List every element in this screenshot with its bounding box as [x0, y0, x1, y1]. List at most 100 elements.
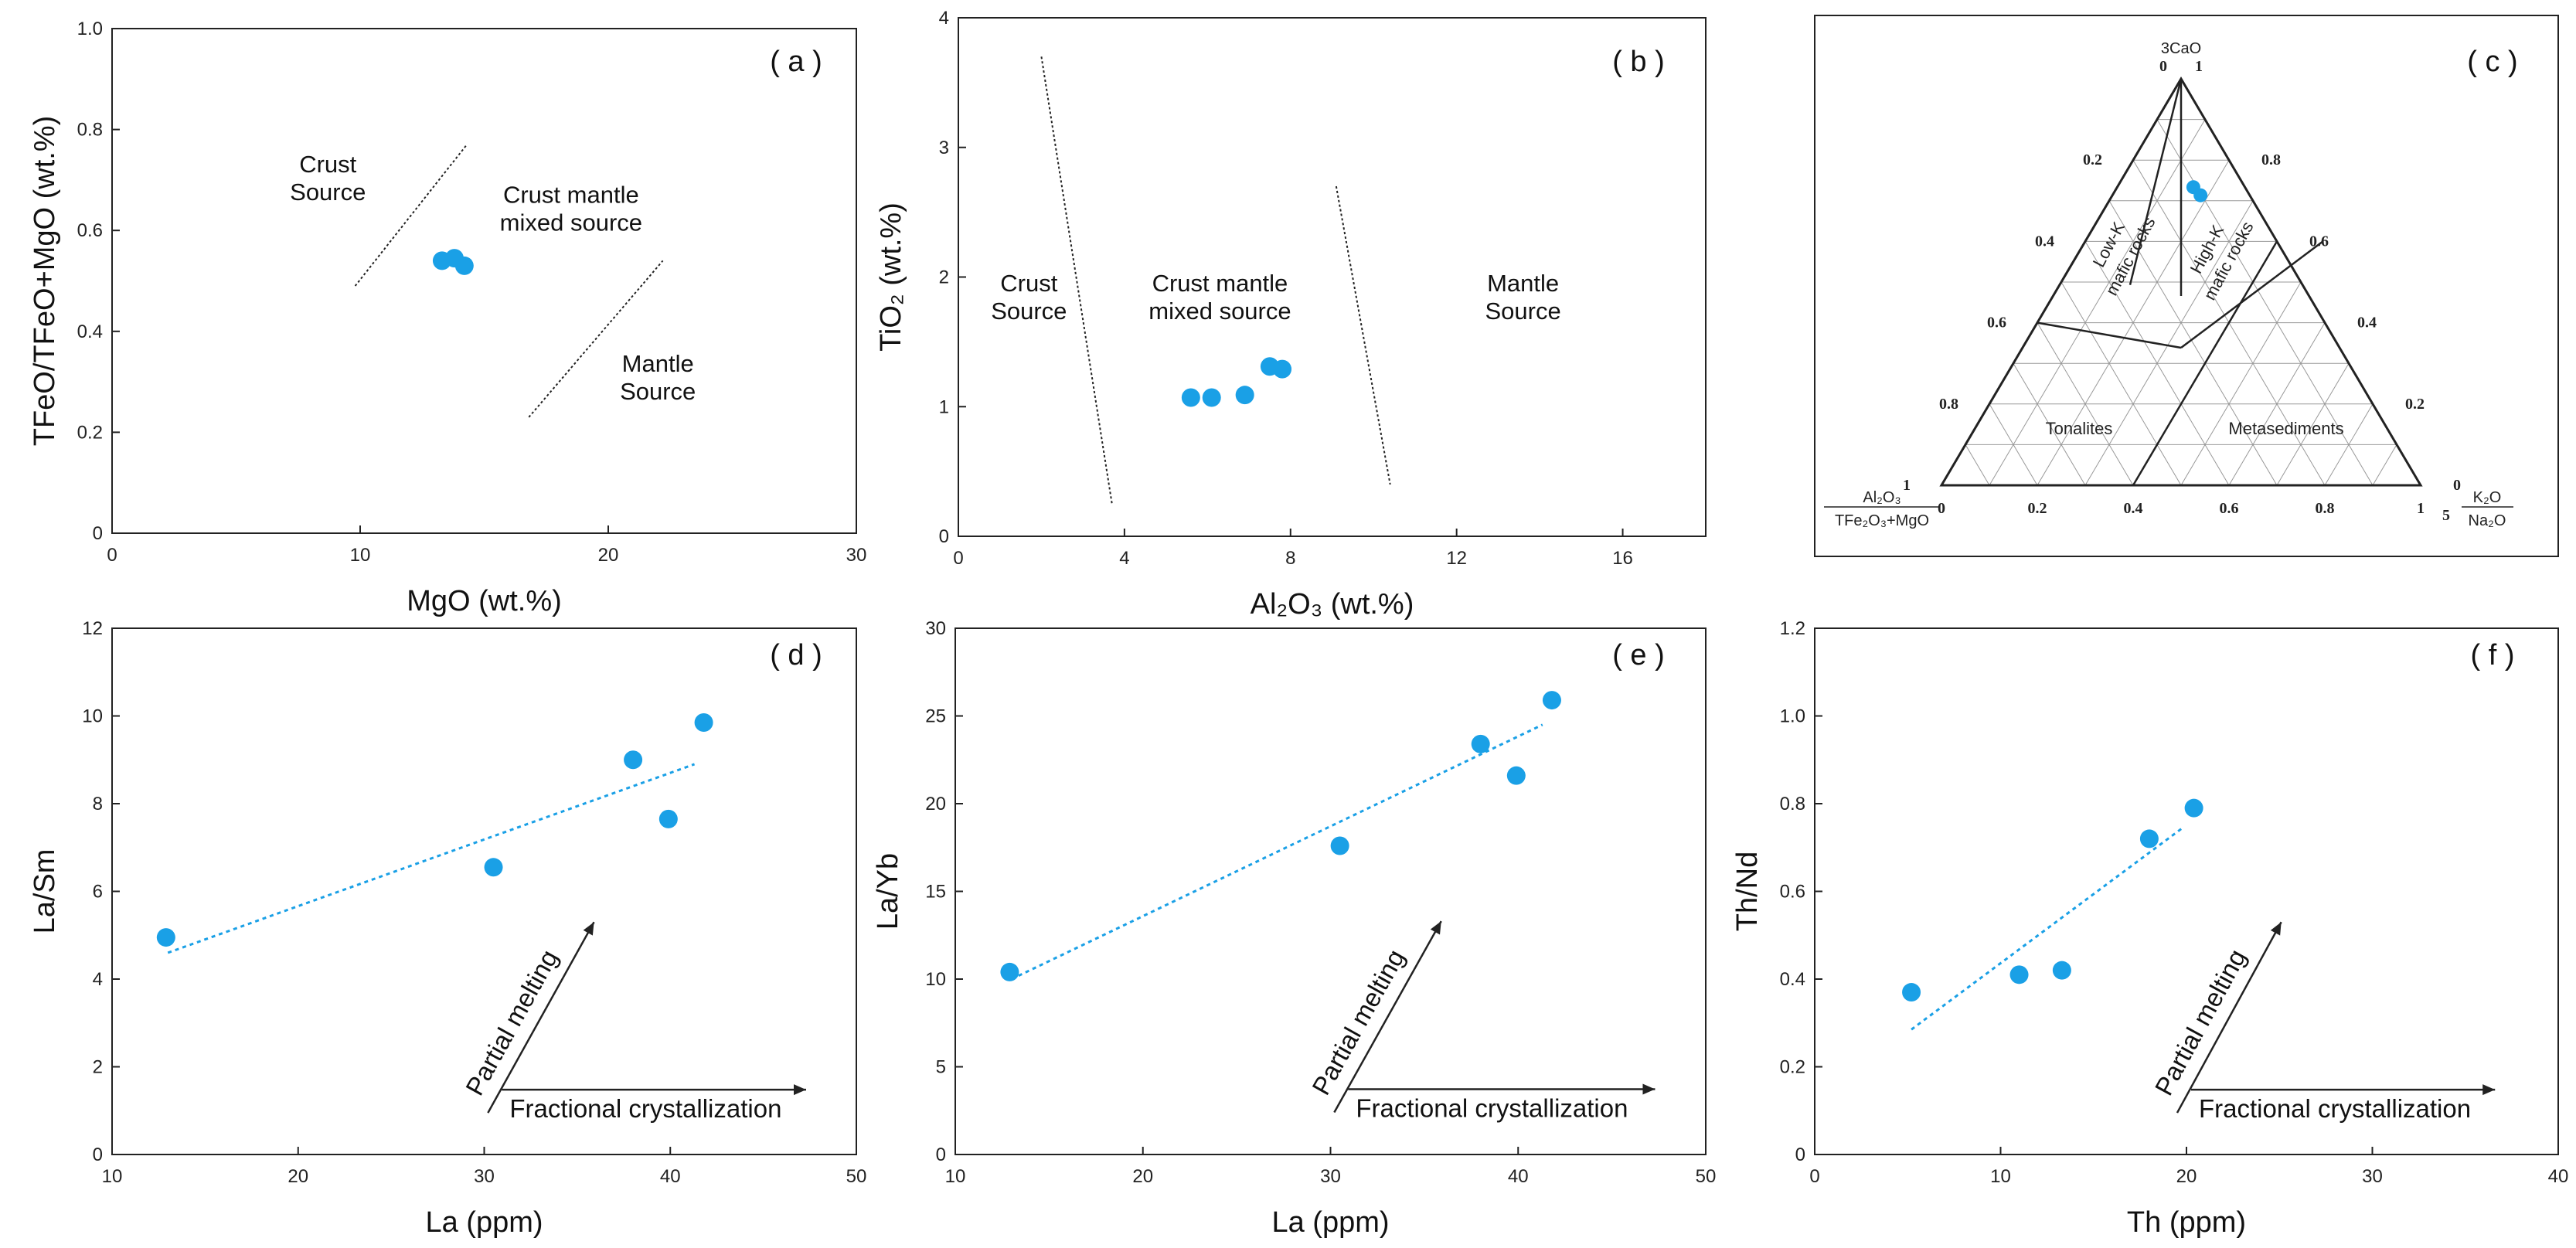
x-tick-label: 10 — [1990, 1166, 2011, 1187]
y-tick-label: 0.8 — [1780, 794, 1805, 814]
field-annotation-line: Mantle — [622, 350, 694, 377]
ternary-bottom-tick: 0.4 — [2124, 500, 2143, 517]
data-point — [1000, 962, 1019, 981]
field-annotation: Crust mantle mixed source — [500, 181, 642, 236]
data-point — [1235, 386, 1254, 405]
ternary-left-tick: 0.4 — [2035, 233, 2054, 250]
chart-panel-d: 10 20 30 40 50 0 2 4 6 8 10 12 La (ppm) La/Sm ( d ) Par… — [29, 618, 866, 1239]
x-tick-label: 20 — [2176, 1166, 2197, 1187]
field-annotation: Mantle Source — [620, 350, 696, 405]
x-tick-label: 30 — [474, 1166, 495, 1187]
fractional-crystallization-label: Fractional crystallization — [509, 1094, 781, 1123]
field-boundary-line — [354, 144, 468, 287]
partial-melting-label: Partial melting — [460, 945, 563, 1100]
x-tick-label: 50 — [846, 1166, 867, 1187]
trend-line — [1011, 723, 1543, 981]
data-point — [1202, 388, 1221, 407]
chart-panel-e: 10 20 30 40 50 0 5 10 15 20 25 30 La (ppm) La/Yb ( e )… — [872, 618, 1716, 1239]
x-tick-label: 30 — [1320, 1166, 1341, 1187]
partial-melting-label: Partial melting — [2149, 944, 2252, 1100]
data-point — [484, 858, 503, 877]
ternary-right-tick: 0.6 — [2309, 233, 2329, 250]
ternary-left-label-bottom: TFe₂O₃+MgO — [1835, 512, 1929, 529]
x-tick-label: 12 — [1446, 548, 1467, 569]
ternary-grid-line — [1965, 444, 1990, 486]
field-annotation-line: Crust mantle — [503, 181, 639, 208]
panel-label: ( c ) — [2467, 46, 2517, 78]
field-annotation: Crust mantle mixed source — [1148, 270, 1291, 325]
y-tick-label: 1.0 — [77, 19, 103, 39]
fractional-crystallization-arrowhead — [2482, 1084, 2496, 1096]
data-point — [2139, 829, 2159, 848]
x-tick-label: 40 — [2548, 1166, 2569, 1187]
ternary-divider — [2180, 240, 2324, 349]
data-point — [1506, 766, 1526, 785]
data-point — [658, 809, 678, 828]
data-point — [1902, 983, 1921, 1002]
y-tick-label: 4 — [939, 8, 949, 29]
field-annotation-line: Source — [620, 378, 696, 405]
ternary-bottom-tick: 0 — [1938, 500, 1945, 517]
y-tick-label: 0 — [93, 523, 103, 544]
ternary-divider — [2129, 78, 2183, 286]
y-tick-label: 4 — [93, 969, 103, 990]
ternary-grid-line — [2276, 362, 2350, 486]
y-axis-title: TiO₂ (wt.%) — [875, 202, 907, 352]
data-point — [454, 256, 474, 275]
field-annotation-line: Source — [290, 179, 366, 206]
ternary-right-label-prefix: 5 — [2442, 507, 2450, 524]
x-tick-label: 20 — [1132, 1166, 1153, 1187]
x-tick-label: 40 — [1508, 1166, 1529, 1187]
y-axis-title: La/Sm — [29, 849, 61, 934]
field-annotation: Crust Source — [290, 151, 366, 206]
y-tick-label: 15 — [925, 882, 946, 903]
partial-melting-label: Partial melting — [1306, 944, 1410, 1100]
plot-frame — [958, 17, 1707, 537]
field-tonalites-label: Tonalites — [2046, 419, 2113, 438]
chart-panel-a: 0 10 20 30 0 0.2 0.4 0.6 0.8 1.0 MgO (wt.%) TFeO/TF… — [29, 19, 866, 617]
ternary-right-tick: 0.4 — [2357, 315, 2377, 332]
y-axis-title: La/Yb — [872, 853, 904, 930]
field-boundary-line — [1335, 185, 1391, 485]
partial-melting-arrow — [1333, 920, 1442, 1114]
x-tick-label: 10 — [350, 545, 371, 566]
y-tick-label: 0.4 — [77, 321, 103, 342]
y-tick-label: 25 — [925, 706, 946, 727]
x-tick-label: 0 — [1809, 1166, 1819, 1187]
data-point — [2009, 965, 2029, 984]
partial-melting-arrowhead — [583, 922, 594, 936]
ternary-grid-line — [2084, 241, 2230, 486]
data-point — [2193, 188, 2208, 202]
ternary-apex-tick: 0 — [2159, 58, 2167, 75]
field-annotation-line: mixed source — [1148, 298, 1291, 325]
ternary-left-tick: 0.8 — [1939, 396, 1958, 413]
x-tick-label: 10 — [945, 1166, 966, 1187]
data-point — [1542, 691, 1561, 710]
ternary-grid-line — [2084, 200, 2254, 486]
panel-label: ( a ) — [770, 46, 822, 78]
ternary-right-tick: 0.8 — [2261, 151, 2281, 168]
x-tick-label: 20 — [598, 545, 619, 566]
ternary-left-label-top: Al₂O₃ — [1863, 489, 1901, 506]
x-tick-label: 30 — [2362, 1166, 2383, 1187]
data-point — [2052, 961, 2071, 980]
field-annotation-line: Source — [1485, 298, 1561, 325]
data-point — [2184, 798, 2203, 818]
field-annotation-line: Source — [991, 298, 1067, 325]
partial-melting-arrowhead — [1430, 921, 1441, 935]
ternary-bottom-tick: 0.6 — [2220, 500, 2239, 517]
ternary-grid-line — [2013, 362, 2086, 486]
ternary-bottom-tick: 1 — [2417, 500, 2425, 517]
ternary-left-tick: 1 — [1903, 477, 1911, 494]
ternary-right-tick: 0 — [2453, 477, 2461, 494]
ternary-right-tick: 0.2 — [2405, 396, 2425, 413]
chart-panel-f: 0 10 20 30 40 0 0.2 0.4 0.6 0.8 1.0 1.2 Th (ppm) Th/N… — [1731, 618, 2568, 1239]
y-tick-label: 0 — [936, 1144, 946, 1165]
ternary-grid-line — [2372, 444, 2397, 486]
y-tick-label: 5 — [936, 1057, 946, 1078]
x-tick-label: 30 — [846, 545, 867, 566]
ternary-triangle — [1939, 77, 2423, 487]
